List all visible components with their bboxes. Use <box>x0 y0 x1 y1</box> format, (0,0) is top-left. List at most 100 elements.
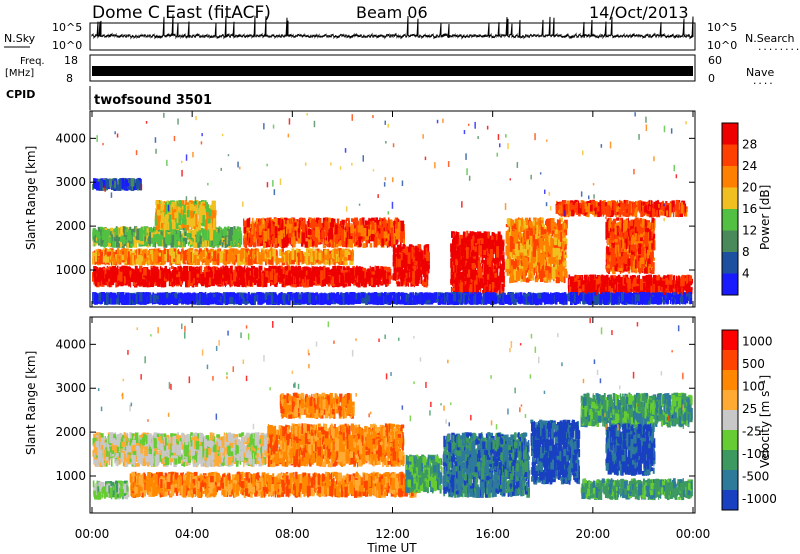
echo-cell <box>172 258 176 262</box>
echo-cell <box>231 254 235 265</box>
echo-cell <box>195 281 199 286</box>
echo-cell <box>197 205 199 217</box>
echo-cell <box>327 220 329 232</box>
echo-cell <box>395 218 398 229</box>
echo-cell <box>124 249 128 260</box>
echo-cell <box>112 241 116 247</box>
echo-cell <box>161 242 164 247</box>
echo-cell <box>119 239 122 248</box>
echo-cell <box>351 254 354 260</box>
echo-cell <box>340 221 344 233</box>
echo-cell <box>252 237 257 248</box>
echo-cell <box>359 218 361 225</box>
echo-cell <box>197 241 201 248</box>
echo-cell <box>149 254 153 265</box>
echo-cell <box>293 277 295 284</box>
echo-cell <box>248 237 251 244</box>
echo-cell <box>394 257 397 269</box>
echo-cell <box>108 277 111 282</box>
echo-cell <box>486 237 490 245</box>
echo-cell <box>154 226 157 232</box>
echo-cell <box>401 229 404 236</box>
echo-cell <box>344 249 349 256</box>
echo-cell <box>358 237 360 242</box>
echo-cell <box>202 273 204 285</box>
echo-cell <box>400 220 405 231</box>
echo-cell <box>261 253 265 260</box>
echo-cell <box>284 226 287 236</box>
echo-cell <box>227 273 230 285</box>
echo-cell <box>178 271 181 277</box>
echo-cell <box>197 278 201 284</box>
echo-cell <box>205 272 209 283</box>
echo-cell <box>340 257 342 264</box>
echo-cell <box>226 249 228 261</box>
echo-cell <box>244 252 248 258</box>
echo-cell <box>127 251 130 260</box>
echo-cell <box>243 282 246 287</box>
echo-cell <box>268 238 271 246</box>
echo-cell <box>320 270 324 280</box>
echo-cell <box>199 266 202 272</box>
echo-cell <box>240 248 244 259</box>
echo-cell <box>100 267 104 273</box>
echo-cell <box>416 268 418 276</box>
echo-cell <box>144 241 149 246</box>
echo-cell <box>314 248 317 260</box>
echo-cell <box>395 256 397 268</box>
echo-cell <box>299 251 302 261</box>
echo-cell <box>188 215 191 226</box>
echo-cell <box>371 271 375 275</box>
nsky-tick-bottom: 10^0 <box>52 39 82 52</box>
echo-cell <box>185 276 188 285</box>
echo-cell <box>163 237 168 248</box>
echo-cell <box>283 217 288 229</box>
echo-cell <box>227 240 231 247</box>
echo-cell <box>204 261 209 266</box>
echo-cell <box>111 270 115 282</box>
echo-cell <box>302 256 306 262</box>
echo-cell <box>177 241 181 246</box>
echo-cell <box>254 227 257 237</box>
echo-cell <box>387 217 390 229</box>
echo-cell <box>161 201 163 208</box>
echo-cell <box>235 228 239 232</box>
echo-cell <box>466 230 469 241</box>
echo-cell <box>92 255 95 265</box>
echo-cell <box>171 273 176 281</box>
echo-cell <box>329 227 333 240</box>
echo-cell <box>413 259 417 267</box>
echo-cell <box>360 218 363 226</box>
echo-cell <box>280 230 283 240</box>
echo-cell <box>264 254 267 259</box>
echo-cell <box>203 210 207 220</box>
echo-cell <box>271 256 274 265</box>
echo-cell <box>235 240 238 247</box>
echo-cell <box>304 241 308 248</box>
echo-cell <box>163 280 166 288</box>
echo-cell <box>250 272 254 278</box>
echo-cell <box>395 224 400 235</box>
echo-cell <box>168 214 172 223</box>
echo-cell <box>312 218 316 226</box>
echo-cell <box>196 231 200 243</box>
echo-cell <box>170 277 174 287</box>
echo-cell <box>233 261 235 266</box>
echo-cell <box>167 254 171 263</box>
echo-cell <box>190 203 194 209</box>
echo-cell <box>251 282 254 287</box>
echo-cell <box>256 226 260 236</box>
echo-cell <box>229 267 233 277</box>
echo-cell <box>459 266 462 272</box>
echo-cell <box>191 209 195 217</box>
echo-cell <box>136 228 140 241</box>
echo-cell <box>329 269 333 280</box>
echo-cell <box>361 235 365 241</box>
echo-cell <box>238 250 241 255</box>
echo-cell <box>112 257 116 265</box>
echo-cell <box>370 218 372 222</box>
echo-cell <box>98 231 101 244</box>
echo-cell <box>193 206 197 212</box>
echo-cell <box>180 209 183 215</box>
echo-cell <box>336 218 340 230</box>
